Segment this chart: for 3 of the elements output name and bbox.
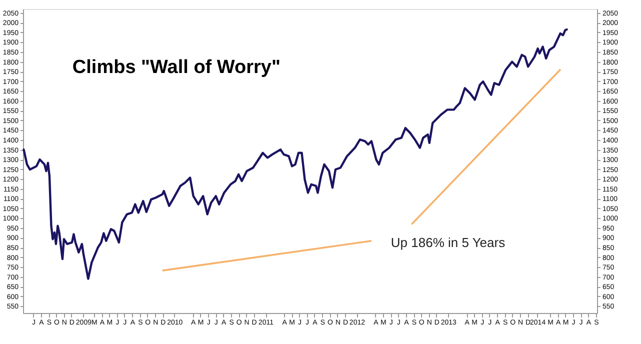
line-series [22,28,568,280]
annotation: Up 186% in 5 Years [390,235,506,250]
text: Climbs "Wall of Worry" [72,56,280,78]
